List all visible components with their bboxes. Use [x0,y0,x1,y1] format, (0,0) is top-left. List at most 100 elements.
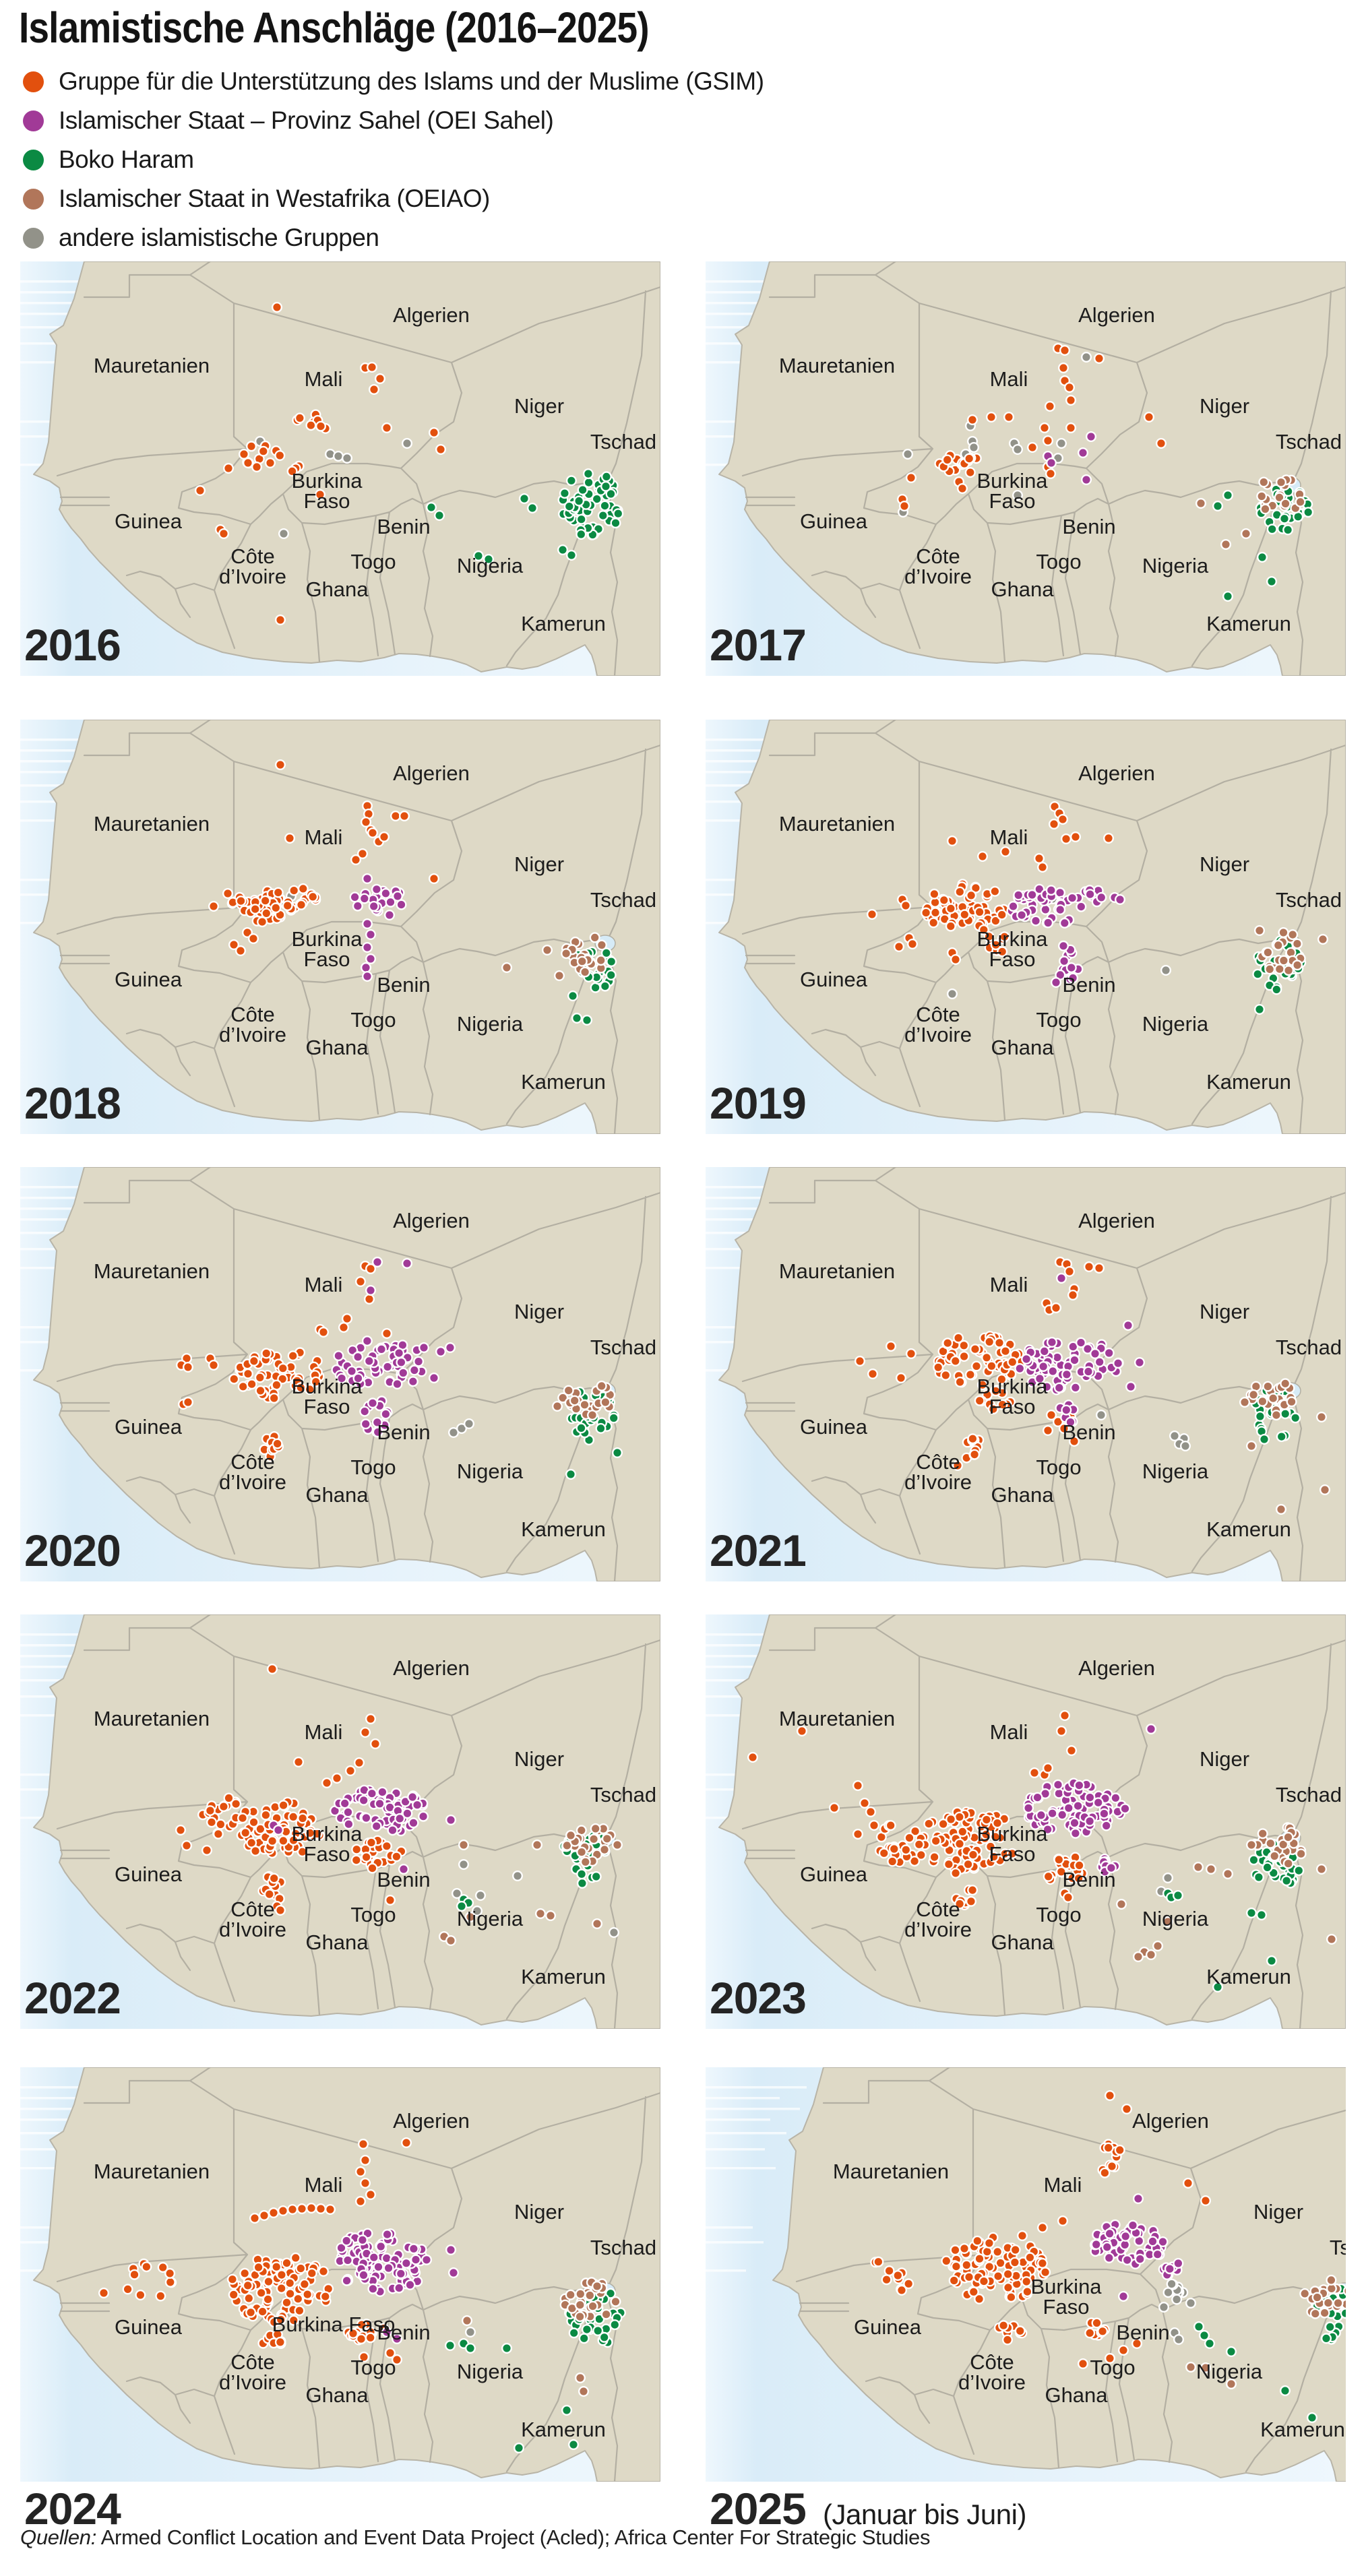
dots-other [452,1859,620,1939]
dots-oeiao [439,1823,623,1947]
country-label: Mauretanien [833,2160,949,2183]
country-label: d’Ivoire [219,1023,286,1046]
panel-2021: Mauretanien Mali Algerien Niger Tschad Guinea… [706,1167,1346,1581]
country-label: Benin [377,2321,430,2344]
country-label: Faso [304,1842,350,1866]
country-label: Burkina [291,469,363,493]
country-label: Faso [1043,2295,1090,2319]
country-label: Mauretanien [94,1259,210,1283]
country-label: Mauretanien [94,354,210,377]
country-label: Mali [990,367,1028,391]
panel-2019: Mauretanien Mali Algerien Niger Tschad Guinea… [706,720,1346,1134]
country-label: Niger [1200,852,1249,876]
year-label-2020: 2020 [24,1526,121,1575]
dots-oei_sahel [349,873,407,982]
country-label: Mauretanien [779,812,895,836]
panel-2025: Mauretanien Mali Algerien Niger Tschad Guinea… [706,2067,1346,2534]
year-label-2018: 2018 [24,1078,121,1128]
dots-oei_sahel [331,1256,456,1438]
country-label: Togo [1036,1455,1081,1479]
country-label: Burkina [976,1375,1048,1398]
legend-item-gsim: Gruppe für die Unterstützung des Islams … [23,62,764,101]
country-label: d’Ivoire [219,565,286,588]
country-borders [56,1167,660,1581]
country-label: Kamerun [521,1517,606,1541]
country-label: Mali [305,2173,343,2197]
country-label: Faso [304,1395,350,1418]
map-2025: Mauretanien Mali Algerien Niger Tschad Guinea… [706,2067,1346,2482]
panel-2020: Mauretanien Mali Algerien Niger Tschad Guinea… [20,1167,660,1581]
country-label: Burkina [291,1822,363,1846]
country-label: Algerien [393,761,470,785]
country-label: Niger [514,1747,564,1771]
country-label: Guinea [115,2315,183,2339]
map-2023: Mauretanien Mali Algerien Niger Tschad Guinea… [706,1614,1346,2029]
dots-oei_sahel [334,2228,460,2345]
panel-2017: Mauretanien Mali Algerien Niger Tschad Guinea… [706,261,1346,676]
country-label: Tschad [1276,1336,1342,1359]
country-label: Nigeria [1142,1012,1209,1036]
country-label: Côte [970,2350,1014,2374]
country-label: Mali [305,825,343,849]
dots-oeiao [552,1380,616,1421]
panel-2022: Mauretanien Mali Algerien Niger Tschad Guinea… [20,1614,660,2029]
year-label-2019: 2019 [710,1078,807,1128]
country-label: Algerien [393,2109,470,2133]
country-label: Mauretanien [779,354,895,377]
country-label: Guinea [115,1862,183,1886]
country-label: Guinea [800,509,868,533]
country-label: Algerien [1132,2109,1209,2133]
dots-oei_sahel [1014,1272,1146,1428]
country-label: Burkina [976,469,1048,493]
year-label-2023: 2023 [710,1973,807,2023]
country-label: Niger [514,2200,564,2224]
landmass [772,2067,1346,2482]
country-label: Togo [1036,550,1081,573]
year-label-2022: 2022 [24,1973,121,2023]
country-label: Kamerun [521,2418,606,2441]
country-label: Mali [1044,2173,1082,2197]
dots-gsim [98,2137,412,2366]
country-label: Guinea [854,2315,922,2339]
country-label: Mauretanien [779,1259,895,1283]
dots-gsim [897,342,1167,512]
country-label: Côte [916,544,960,568]
country-label: Burkina Faso [272,2313,396,2336]
country-label: Côte [916,1003,960,1026]
country-label: Togo [350,1008,396,1032]
country-label: Nigeria [1142,1459,1209,1483]
country-borders [56,1614,660,2029]
landmass [718,720,1346,1134]
country-label: Benin [1062,1868,1115,1891]
dots-oeiao [1254,925,1329,976]
country-label: Togo [350,1455,396,1479]
legend: Gruppe für die Unterstützung des Islams … [23,62,764,257]
country-label: Niger [1200,1747,1249,1771]
year-label-2017: 2017 [710,620,807,670]
country-label: Ghana [305,2383,369,2407]
country-label: Benin [1062,515,1115,538]
country-label: Guinea [800,1862,868,1886]
country-label: Algerien [393,303,470,327]
country-label: Faso [989,947,1036,971]
dots-other [1096,1410,1191,1452]
panel-2016: Mauretanien Mali Algerien Niger Tschad Guinea… [20,261,660,676]
country-label: Guinea [115,968,183,991]
map-2024: Mauretanien Mali Algerien Niger Tschad Guinea… [20,2067,660,2482]
country-label: Kamerun [1206,1070,1291,1094]
dots-oei_sahel [1006,883,1126,988]
dots-gsim [747,1709,1088,1911]
country-borders [741,720,1346,1134]
country-label: Mauretanien [94,1707,210,1730]
country-label: Nigeria [1196,2360,1263,2383]
country-label: Faso [304,947,350,971]
dots-gsim [175,1663,407,1916]
year-label-2024: 2024 [24,2484,121,2534]
country-label: Benin [377,515,430,538]
country-label: Kamerun [1206,612,1291,635]
country-label: Niger [514,394,564,418]
map-2021: Mauretanien Mali Algerien Niger Tschad Guinea… [706,1167,1346,1581]
map-2019: Mauretanien Mali Algerien Niger Tschad Guinea… [706,720,1346,1134]
panel-2018: Mauretanien Mali Algerien Niger Tschad Guinea… [20,720,660,1134]
panel-2023: Mauretanien Mali Algerien Niger Tschad Guinea… [706,1614,1346,2029]
